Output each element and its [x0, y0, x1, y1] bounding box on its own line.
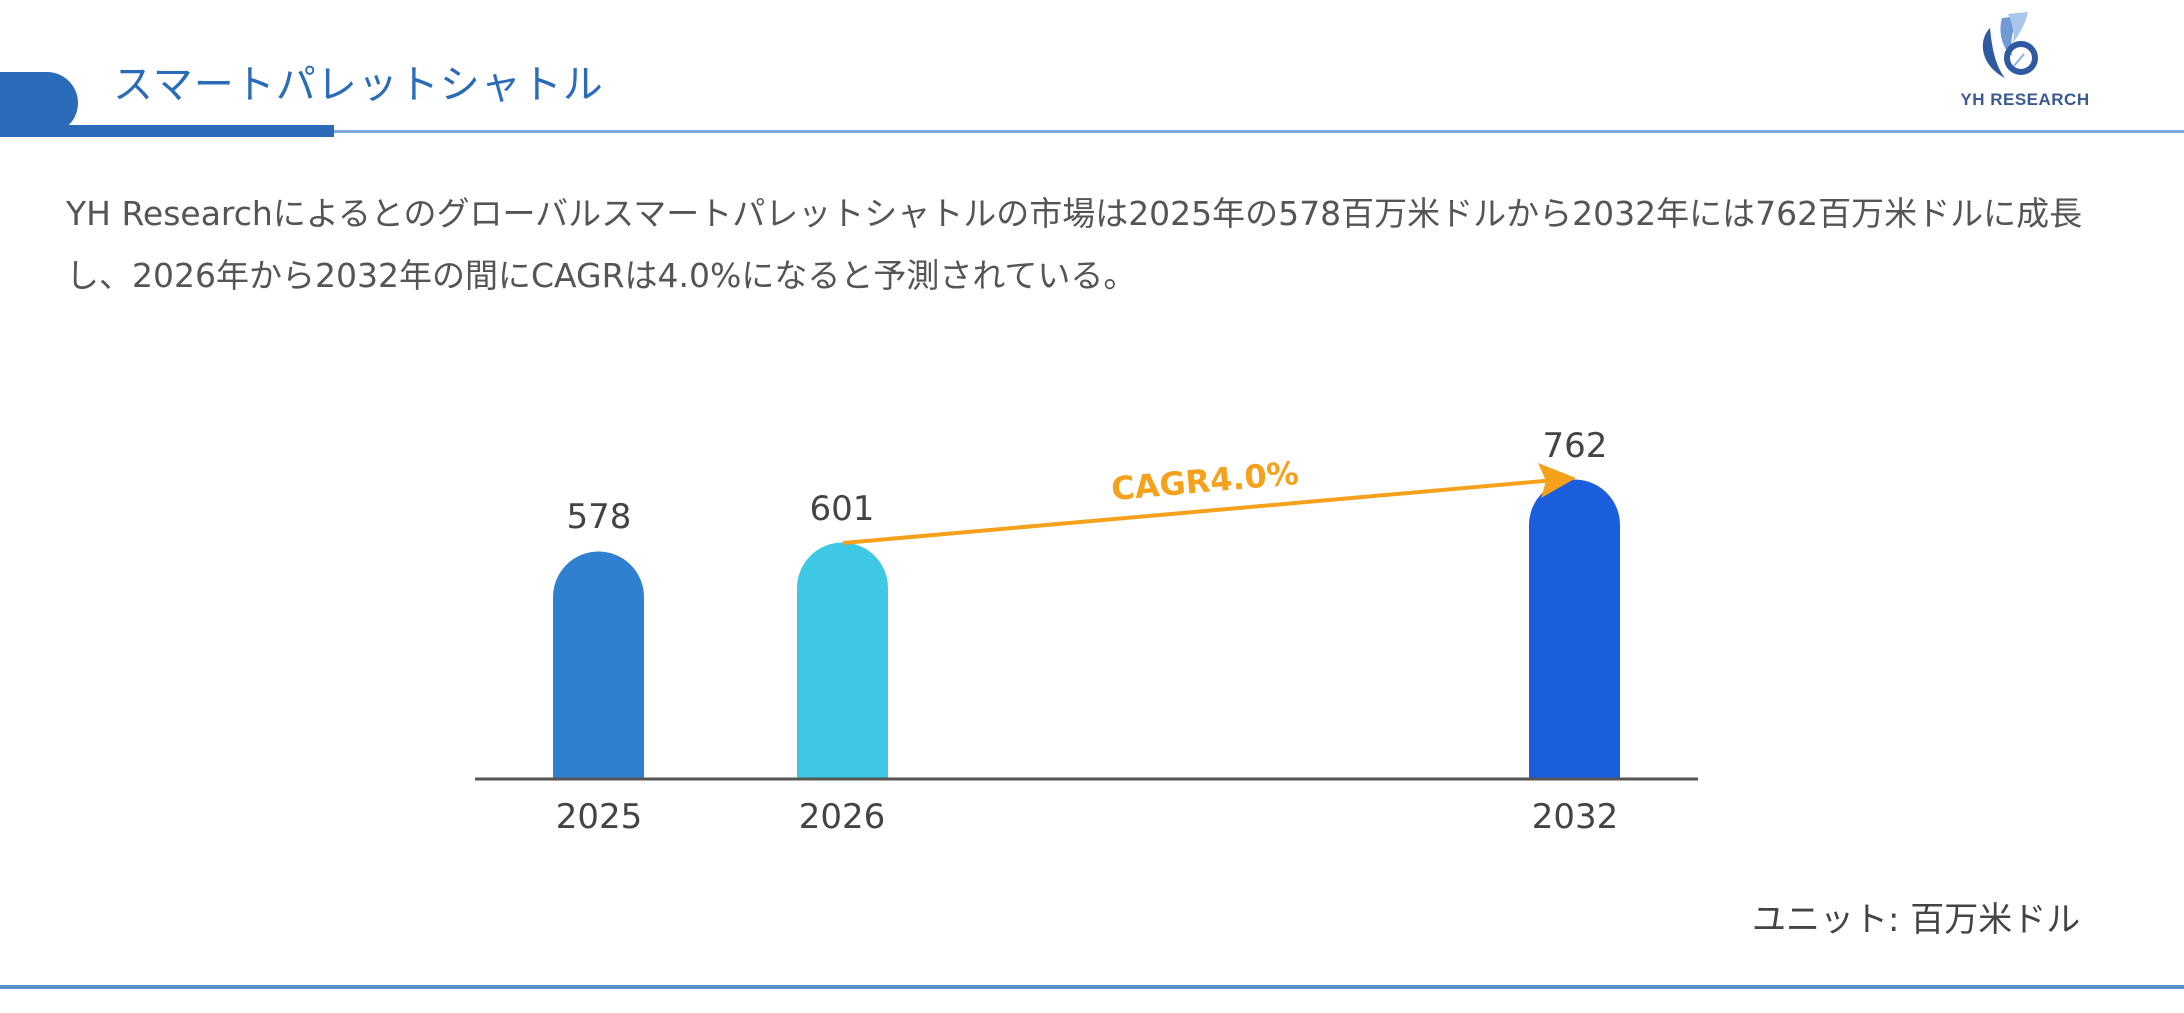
x-tick-2032: 2032 — [1532, 797, 1619, 837]
data-label-2025: 578 — [567, 497, 632, 537]
header-underline-thin — [334, 130, 2184, 133]
page-title: スマートパレットシャトル — [113, 62, 604, 108]
logo-text: YH RESEARCH — [1960, 90, 2090, 109]
unit-label: ユニット: 百万米ドル — [1752, 900, 2081, 940]
bar-2026 — [797, 542, 888, 779]
x-tick-2026: 2026 — [799, 797, 886, 837]
data-label-2032: 762 — [1543, 426, 1608, 466]
footer-divider — [0, 985, 2184, 989]
x-tick-2025: 2025 — [556, 797, 643, 837]
yh-research-logo-icon — [1982, 12, 2038, 78]
data-label-2026: 601 — [810, 489, 875, 529]
bar-2032 — [1529, 479, 1620, 779]
brand-logo: YH RESEARCH — [1950, 10, 2100, 118]
bar-2025 — [553, 551, 644, 779]
cagr-arrowhead-icon — [1538, 463, 1576, 498]
cagr-arrow-line — [842, 478, 1556, 545]
header-tab-shape — [0, 72, 78, 134]
header-underline-thick — [0, 125, 334, 137]
market-description: YH Researchによるとのグローバルスマートパレットシャトルの市場は202… — [66, 194, 2083, 295]
cagr-label: CAGR4.0% — [1110, 454, 1301, 508]
